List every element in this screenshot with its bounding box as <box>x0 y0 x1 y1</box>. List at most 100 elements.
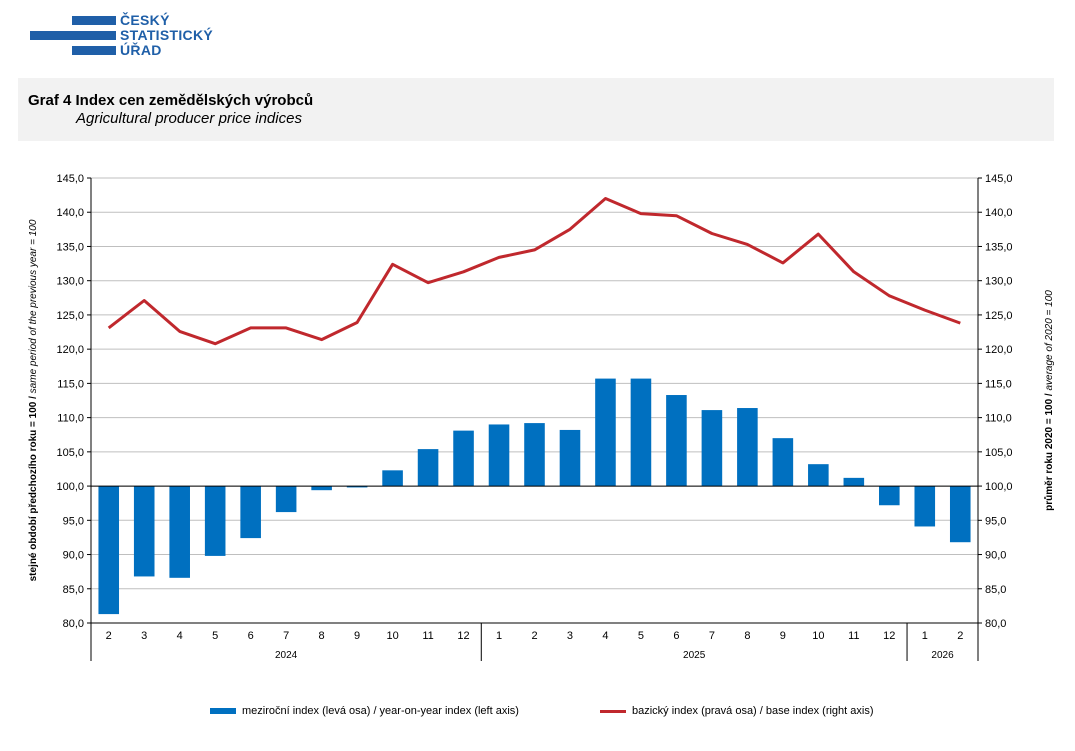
x-tick-label: 5 <box>638 630 644 642</box>
bar-2 <box>169 486 190 578</box>
x-tick-label: 6 <box>248 630 254 642</box>
x-tick-label: 1 <box>496 630 502 642</box>
price-index-chart: 80,0 85,0 90,0 95,0 100,0 105,0 110,0 115,0 120,… <box>28 173 1055 661</box>
logo-line-3: ÚŘAD <box>120 42 162 58</box>
x-tick-label: 8 <box>319 630 325 642</box>
csu-logo: ČESKÝ STATISTICKÝ ÚŘAD <box>28 12 218 62</box>
y-ticks-right: 80,0 85,0 90,0 95,0 100,0 105,0 110,0 115,0 120,… <box>978 173 1013 630</box>
x-tick-label: 2 <box>957 630 963 642</box>
y-tick-label-left: 80,0 <box>63 618 84 630</box>
y-tick-label-right: 100,0 <box>985 481 1013 493</box>
year-label: 2024 <box>275 650 298 661</box>
gridlines <box>91 177 978 624</box>
axes <box>90 178 979 661</box>
bar-14 <box>595 378 616 487</box>
bar-23 <box>914 486 936 527</box>
x-tick-label: 7 <box>709 630 715 642</box>
y-tick-label-right: 145,0 <box>985 173 1013 185</box>
bar-22 <box>879 486 900 506</box>
y-tick-label-right: 135,0 <box>985 241 1013 253</box>
y-tick-label-left: 90,0 <box>63 550 84 562</box>
x-tick-label: 5 <box>212 630 218 642</box>
bar-12 <box>524 423 545 487</box>
y-tick-label-right: 85,0 <box>985 584 1006 596</box>
logo-line-2: STATISTICKÝ <box>120 27 214 43</box>
bar-4 <box>240 486 261 539</box>
legend-item-line: bazický index (pravá osa) / base index (… <box>600 705 874 717</box>
x-tick-label: 9 <box>780 630 786 642</box>
y-tick-label-right: 115,0 <box>985 378 1012 390</box>
y-tick-label-left: 95,0 <box>63 515 84 527</box>
bar-3 <box>204 486 226 556</box>
bar-20 <box>808 464 829 487</box>
bar-1 <box>133 486 155 577</box>
y-tick-label-right: 90,0 <box>985 550 1006 562</box>
y-axis-label-right-bold: průměr roku 2020 = 100 / <box>1043 391 1055 511</box>
chart-title-cz: Graf 4 Index cen zemědělských výrobců <box>28 92 314 109</box>
x-tick-label: 11 <box>422 630 433 642</box>
x-tick-label: 2 <box>531 630 537 642</box>
line-series <box>107 197 961 346</box>
x-tick-label: 9 <box>354 630 360 642</box>
y-axis-label-left-italic: same period of the previous year = 100 <box>28 219 39 393</box>
x-tick-label: 10 <box>386 630 398 642</box>
bar-24 <box>949 486 971 543</box>
bar-6 <box>311 486 332 491</box>
x-tick-label: 2 <box>106 630 112 642</box>
y-tick-label-right: 130,0 <box>985 276 1013 288</box>
x-tick-label: 12 <box>883 630 895 642</box>
bar-8 <box>382 470 403 487</box>
y-ticks-left: 80,0 85,0 90,0 95,0 100,0 105,0 110,0 115,0 120,… <box>56 173 91 630</box>
legend-item-bar: meziroční index (levá osa) / year-on-yea… <box>210 705 519 717</box>
x-tick-label: 4 <box>177 630 183 642</box>
y-tick-label-left: 140,0 <box>56 207 84 219</box>
bar-17 <box>701 410 723 487</box>
x-tick-label: 10 <box>812 630 824 642</box>
x-tick-label: 1 <box>922 630 928 642</box>
y-tick-label-right: 120,0 <box>985 344 1013 356</box>
y-axis-label-right: průměr roku 2020 = 100 / average of 2020… <box>1043 290 1055 511</box>
base-index-line <box>107 197 961 346</box>
x-tick-label: 11 <box>848 630 859 642</box>
chart-title-en: Agricultural producer price indices <box>76 110 302 127</box>
y-tick-label-right: 105,0 <box>985 447 1013 459</box>
legend-swatch-line <box>600 709 626 713</box>
year-label: 2026 <box>931 650 954 661</box>
bar-9 <box>417 449 439 487</box>
x-tick-label: 6 <box>673 630 679 642</box>
bar-0 <box>98 486 120 615</box>
bar-5 <box>275 486 297 513</box>
y-tick-label-left: 120,0 <box>56 344 84 356</box>
y-axis-labels: stejné období předchozího roku = 100 / s… <box>28 219 1055 581</box>
y-tick-label-right: 125,0 <box>985 310 1013 322</box>
y-axis-label-right-italic: average of 2020 = 100 <box>1044 290 1055 391</box>
bar-series <box>98 378 971 615</box>
bar-15 <box>630 378 652 487</box>
x-tick-label: 12 <box>457 630 469 642</box>
y-tick-label-left: 130,0 <box>56 276 84 288</box>
y-tick-label-left: 115,0 <box>57 378 84 390</box>
y-tick-label-left: 100,0 <box>56 481 84 493</box>
x-tick-label: 3 <box>567 630 573 642</box>
y-axis-label-left: stejné období předchozího roku = 100 / s… <box>28 219 39 581</box>
bar-16 <box>666 395 687 487</box>
bar-18 <box>737 408 758 487</box>
bar-13 <box>559 429 581 487</box>
x-tick-label: 3 <box>141 630 147 642</box>
bar-11 <box>488 424 510 487</box>
chart-header <box>18 78 1054 141</box>
y-tick-label-left: 105,0 <box>56 447 84 459</box>
y-tick-label-right: 140,0 <box>985 207 1013 219</box>
x-tick-label: 4 <box>602 630 608 642</box>
y-tick-label-left: 85,0 <box>63 584 84 596</box>
y-tick-label-right: 110,0 <box>985 413 1012 425</box>
legend-swatch-bar <box>210 708 236 714</box>
bar-7 <box>346 486 368 488</box>
y-tick-label-left: 135,0 <box>56 241 84 253</box>
y-tick-label-left: 110,0 <box>57 413 84 425</box>
year-label: 2025 <box>683 650 706 661</box>
y-axis-label-left-bold: stejné období předchozího roku = 100 / <box>28 393 39 581</box>
y-tick-label-right: 80,0 <box>985 618 1006 630</box>
logo-line-1: ČESKÝ <box>120 12 170 28</box>
legend: meziroční index (levá osa) / year-on-yea… <box>0 705 1075 723</box>
